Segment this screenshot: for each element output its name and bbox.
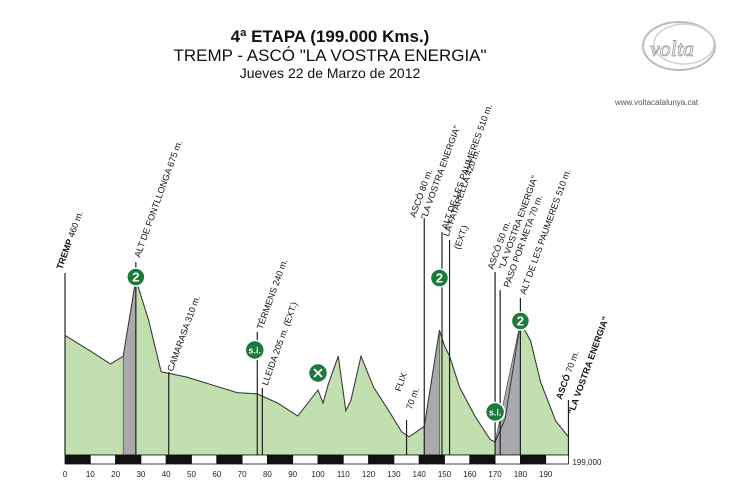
sprint-icon xyxy=(244,339,265,361)
category-badge-icon xyxy=(429,268,450,288)
marker-label: FLIX xyxy=(393,371,409,392)
x-tick-label: 100 xyxy=(311,470,325,479)
feed-zone-glyph xyxy=(313,368,323,378)
scale-segment xyxy=(241,454,268,465)
scale-segment xyxy=(342,454,369,465)
x-tick-label: 10 xyxy=(86,470,95,479)
x-tick-label: 20 xyxy=(111,470,120,479)
marker-label: CAMARASA 310 m. xyxy=(165,294,202,373)
sprint-label: s.i. xyxy=(489,408,502,418)
scale-segment xyxy=(64,454,91,465)
x-tick-label: 90 xyxy=(288,470,297,479)
sprint-label: s.i. xyxy=(248,346,261,356)
x-tick-label: 50 xyxy=(187,470,196,479)
category-badge-icon xyxy=(510,311,531,331)
total-distance-label: 199,000 xyxy=(572,458,601,467)
x-tick-label: 130 xyxy=(387,470,401,479)
scale-segment xyxy=(368,454,395,465)
scale-segment xyxy=(418,454,445,465)
stage-title: 4ª ETAPA (199.000 Kms.) xyxy=(230,27,430,46)
website-url: www.voltacatalunya.cat xyxy=(615,98,699,107)
scale-segment xyxy=(317,454,344,465)
category-badge-label: 2 xyxy=(517,314,524,329)
x-tick-label: 60 xyxy=(212,470,221,479)
scale-segment xyxy=(469,454,496,465)
x-tick-label: 190 xyxy=(539,470,553,479)
scale-segment xyxy=(89,454,117,465)
x-tick-label: 40 xyxy=(162,470,171,479)
climb-ramp xyxy=(494,322,521,456)
scale-segment xyxy=(393,454,420,465)
scale-segment xyxy=(140,454,167,465)
category-badge-icon xyxy=(126,267,146,287)
marker-label: (EXT.) xyxy=(452,224,470,251)
x-tick-label: 180 xyxy=(514,470,528,479)
x-tick-label: 70 xyxy=(238,470,247,479)
climb-ramp xyxy=(122,279,137,456)
logo-wordmark: volta xyxy=(650,36,694,61)
scale-segment xyxy=(545,454,569,465)
sprint-icon xyxy=(484,401,506,423)
x-tick-label: 170 xyxy=(488,470,502,479)
x-tick-label: 110 xyxy=(337,470,350,479)
marker-label: 70 m. xyxy=(404,386,421,411)
category-badge-label: 2 xyxy=(132,270,139,285)
scale-segment xyxy=(191,454,218,465)
climb-ramp xyxy=(423,330,440,456)
category-badge-label: 2 xyxy=(436,271,443,286)
x-tick-label: 120 xyxy=(362,470,376,479)
x-tick-label: 150 xyxy=(438,470,452,479)
scale-segment xyxy=(266,454,294,465)
marker-label: TREMP 460 m. xyxy=(54,209,84,270)
x-tick-label: 30 xyxy=(136,470,145,479)
route-title: TREMP - ASCÓ "LA VOSTRA ENERGIA" xyxy=(173,46,487,65)
scale-segment xyxy=(520,454,547,465)
scale-segment xyxy=(292,454,319,465)
x-tick-label: 80 xyxy=(263,470,272,479)
scale-segment xyxy=(444,454,471,465)
volta-logo: volta xyxy=(642,21,716,71)
scale-segment xyxy=(165,454,192,465)
stage-header: 4ª ETAPA (199.000 Kms.) TREMP - ASCÓ "LA… xyxy=(0,28,660,82)
scale-segment xyxy=(216,454,243,465)
x-tick-label: 140 xyxy=(413,470,427,479)
scale-segment xyxy=(115,454,142,465)
stage-date: Jueves 22 de Marzo de 2012 xyxy=(239,65,421,81)
scale-segment xyxy=(494,454,521,465)
x-tick-label: 0 xyxy=(63,470,68,479)
x-tick-label: 160 xyxy=(463,470,477,479)
marker-label: ALT DE FONTLLONGA 675 m. xyxy=(132,139,184,259)
profile-outline xyxy=(64,279,569,443)
